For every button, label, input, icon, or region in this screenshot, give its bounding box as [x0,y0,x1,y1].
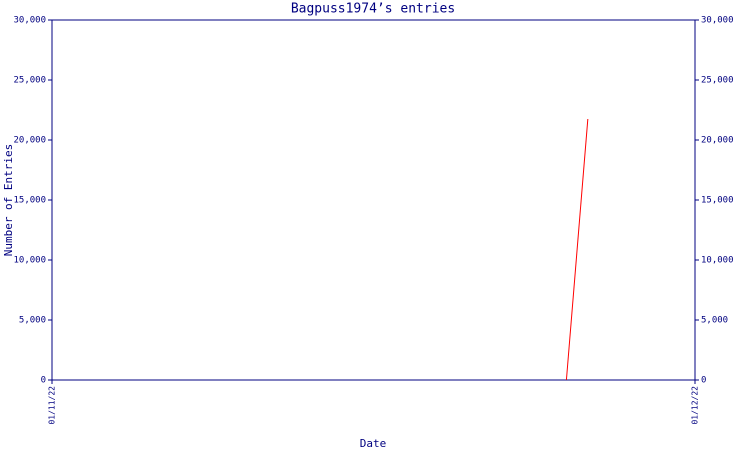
y-tick-label: 20,000 [13,136,46,146]
data-line [565,118,589,381]
y2-tick-label: 30,000 [701,16,734,26]
chart-title: Bagpuss1974’s entries [291,2,455,17]
y-tick-label: 15,000 [13,196,46,206]
y-tick-label: 30,000 [13,16,46,26]
y2-tick-label: 20,000 [701,136,734,146]
y2-tick-label: 5,000 [701,316,728,326]
y2-tick-label: 15,000 [701,196,734,206]
y-tick-label: 0 [41,376,46,386]
y2-tick-label: 10,000 [701,256,734,266]
y-axis-title: Number of Entries [2,144,15,257]
x-tick-label: 01/11/22 [48,386,57,425]
x-axis-title: Date [360,437,387,450]
plot-frame [51,19,696,381]
y-tick-label: 5,000 [19,316,46,326]
y2-tick-label: 25,000 [701,76,734,86]
y2-tick-label: 0 [701,376,706,386]
x-tick-label: 01/12/22 [691,386,700,425]
y-tick-label: 25,000 [13,76,46,86]
y-tick-label: 10,000 [13,256,46,266]
